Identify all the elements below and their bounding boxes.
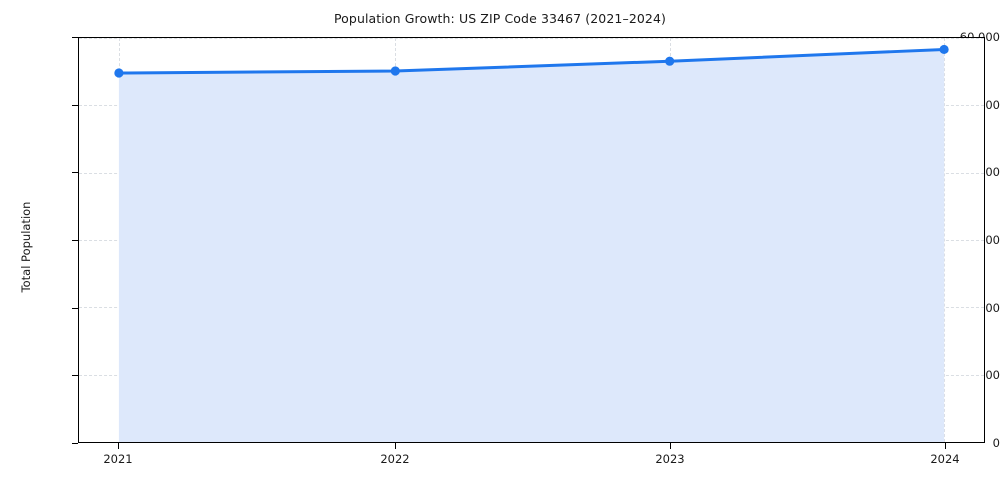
data-point-marker[interactable] <box>939 44 949 55</box>
plot-area <box>78 37 985 443</box>
x-axis-tick-label: 2023 <box>655 452 685 466</box>
x-axis-tick-mark <box>945 443 946 449</box>
x-axis-tick-mark <box>670 443 671 449</box>
x-axis-tick-label: 2022 <box>380 452 410 466</box>
y-axis-label: Total Population <box>19 201 33 293</box>
plot-inner <box>79 38 984 442</box>
y-axis-tick-mark <box>72 37 78 38</box>
data-point-marker[interactable] <box>390 66 400 76</box>
y-axis-tick-mark <box>72 104 78 106</box>
x-axis-tick-mark <box>395 443 396 449</box>
y-axis-tick-mark <box>72 172 78 174</box>
y-axis-tick-mark <box>72 240 78 241</box>
x-axis-tick-label: 2024 <box>930 452 960 466</box>
y-axis-tick-mark <box>72 307 78 309</box>
data-point-marker[interactable] <box>665 56 675 66</box>
area-fill <box>118 49 945 442</box>
x-axis-tick-mark <box>118 443 119 449</box>
gridline-vertical <box>944 38 946 442</box>
population-series <box>114 44 949 442</box>
y-axis-tick-mark <box>72 443 78 444</box>
series-line <box>117 47 946 75</box>
x-axis-tick-label: 2021 <box>103 452 133 466</box>
data-point-marker[interactable] <box>114 68 124 78</box>
gridline-horizontal <box>79 38 984 39</box>
gridline-horizontal <box>79 442 984 443</box>
y-axis-tick-label: 0 <box>992 436 1000 450</box>
chart-title: Population Growth: US ZIP Code 33467 (20… <box>333 11 667 26</box>
y-axis-tick-mark <box>72 375 78 377</box>
